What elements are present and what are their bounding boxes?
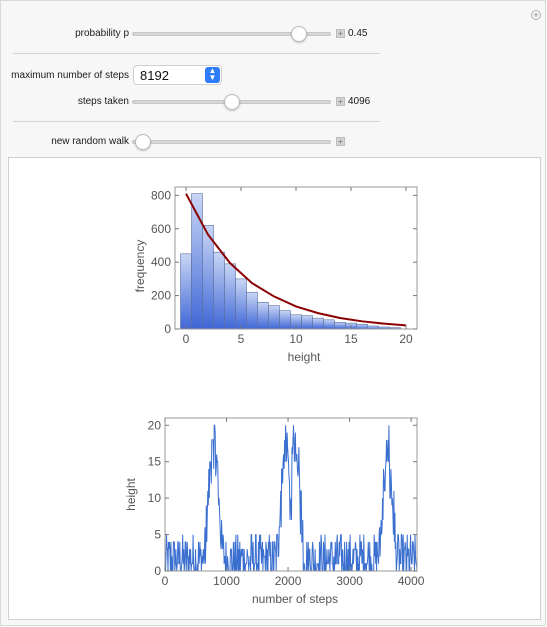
probability-expand-icon[interactable]: +: [336, 29, 345, 38]
new-walk-slider-track[interactable]: [132, 140, 331, 144]
steps-taken-expand-icon[interactable]: +: [336, 97, 345, 106]
y-tick-label: 200: [151, 289, 171, 303]
max-steps-select[interactable]: 8192 ▲ ▼: [133, 65, 222, 85]
histogram-bar: [334, 322, 346, 330]
walk-frame: [164, 417, 418, 572]
output-area: 0 5 10 15 20 0 200 400 600 800 height frequency 0 10…: [8, 157, 541, 620]
y-tick-label: 5: [154, 528, 161, 542]
y-tick-label: 15: [148, 455, 162, 469]
x-tick-label: 2000: [275, 574, 302, 588]
probability-label: probability p: [75, 28, 129, 39]
histogram-bar: [180, 253, 192, 330]
histogram-bar: [356, 324, 368, 330]
histogram-bar: [224, 263, 236, 330]
add-options-icon[interactable]: +: [531, 10, 541, 20]
histogram-bar: [268, 305, 280, 330]
y-axis-label: frequency: [133, 240, 147, 293]
x-tick-label: 4000: [398, 574, 425, 588]
divider-1: [13, 53, 380, 54]
steps-taken-slider-thumb[interactable]: [224, 94, 240, 110]
random-walk-line: [164, 424, 418, 572]
x-tick-label: 20: [399, 332, 413, 346]
max-steps-label: maximum number of steps: [11, 70, 129, 81]
histogram-bar: [323, 319, 335, 330]
histogram-bar: [235, 278, 247, 330]
new-walk-slider-thumb[interactable]: [135, 134, 151, 150]
histogram-bar: [279, 310, 291, 330]
new-walk-label: new random walk: [51, 136, 129, 147]
histogram-bar: [246, 291, 258, 330]
probability-value: 0.45: [348, 28, 368, 39]
y-tick-label: 600: [151, 222, 171, 236]
steps-taken-label: steps taken: [77, 96, 129, 107]
probability-slider-thumb[interactable]: [291, 26, 307, 42]
max-steps-value: 8192: [140, 68, 169, 83]
x-axis-label: number of steps: [252, 592, 338, 606]
chevron-updown-icon[interactable]: ▲ ▼: [205, 67, 220, 83]
y-tick-label: 20: [148, 418, 162, 432]
y-axis-label: height: [124, 477, 138, 510]
y-tick-label: 10: [148, 491, 162, 505]
y-tick-label: 400: [151, 255, 171, 269]
x-tick-label: 0: [162, 574, 169, 588]
fitted-curve: [185, 193, 407, 327]
random-walk-chart: 0 1000 2000 3000 4000 0 5 10 15 20 number of steps…: [124, 417, 425, 606]
x-tick-label: 0: [183, 332, 190, 346]
y-tick-label: 0: [154, 564, 161, 578]
histogram-bar: [257, 301, 269, 330]
histogram-bar: [312, 317, 324, 330]
y-tick-label: 0: [164, 322, 171, 336]
divider-2: [13, 121, 380, 122]
y-tick-label: 800: [151, 188, 171, 202]
histogram-bar: [301, 315, 313, 330]
x-tick-label: 10: [289, 332, 303, 346]
new-walk-expand-icon[interactable]: +: [336, 137, 345, 146]
x-tick-label: 3000: [336, 574, 363, 588]
histogram-bar: [213, 251, 225, 330]
x-tick-label: 15: [344, 332, 358, 346]
x-axis-label: height: [288, 350, 321, 364]
probability-slider-track[interactable]: [132, 32, 331, 36]
steps-taken-value: 4096: [348, 96, 371, 107]
x-tick-label: 5: [238, 332, 245, 346]
x-tick-label: 1000: [213, 574, 240, 588]
